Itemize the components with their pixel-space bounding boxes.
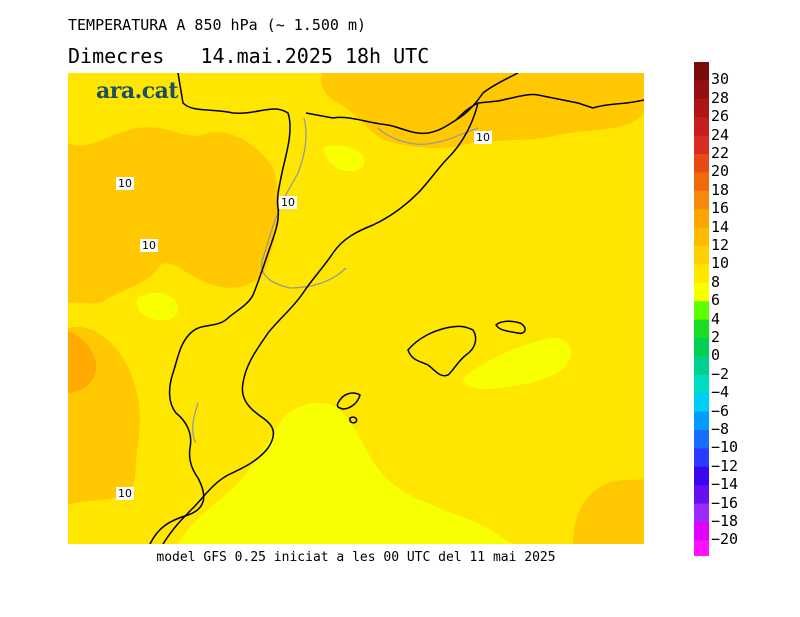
legend-swatch [694,466,709,486]
region-6-8-south [178,402,513,544]
legend-swatch [694,227,709,247]
legend-swatch [694,540,709,556]
legend-label: 28 [711,88,730,107]
region-6-8-east [323,145,365,172]
legend-swatch [694,62,709,81]
legend-label: 30 [711,70,730,89]
legend-swatch [694,411,709,431]
contour-label: 10 [140,239,158,252]
legend-swatch [694,522,709,541]
legend-label: 0 [711,346,721,365]
legend-swatch [694,190,709,210]
legend-label: 16 [711,199,730,218]
ara-cat-logo: ara.cat [96,78,179,104]
legend-label: −16 [711,493,739,512]
island-ibiza [336,392,361,410]
legend-swatch [694,80,709,100]
legend-swatch [694,301,709,321]
legend-swatch [694,393,709,413]
legend-label: −20 [711,530,739,549]
border-line-2 [377,127,479,145]
chart-title: TEMPERATURA A 850 hPa (~ 1.500 m) [68,16,367,34]
legend-label: 10 [711,254,730,273]
island-menorca [495,320,526,335]
legend-swatch [694,282,709,302]
legend-label: 6 [711,291,721,310]
legend-label: 8 [711,272,721,291]
legend-label: 12 [711,236,730,254]
region-10-12-southeast [573,479,644,544]
legend-label: −2 [711,364,730,383]
legend-swatch [694,448,709,468]
contour-label: 10 [279,196,297,209]
legend-label: 26 [711,107,730,126]
legend-swatch [694,154,709,173]
legend-swatch [694,430,709,449]
legend-label: −10 [711,438,739,457]
legend-label: −12 [711,456,739,475]
color-scale-legend [694,62,709,556]
legend-swatch [694,172,709,192]
island-formentera [349,416,358,424]
legend-swatch [694,98,709,118]
legend-label: −4 [711,383,730,402]
legend-swatch [694,356,709,376]
legend-label: 4 [711,309,721,328]
legend-label: 22 [711,144,730,162]
legend-swatch [694,374,709,394]
legend-label: 20 [711,162,730,181]
legend-label: −14 [711,475,739,494]
region-6-8-west [136,292,179,321]
region-6-8-balearic [463,338,572,390]
legend-swatch [694,319,709,339]
contour-label: 10 [116,487,134,500]
legend-swatch [694,209,709,229]
model-info: model GFS 0.25 iniciat a les 00 UTC del … [156,550,556,565]
legend-swatch [694,117,709,137]
contour-label: 10 [116,177,134,190]
temperature-map [68,73,644,544]
coastline-iberia [149,73,291,544]
legend-swatch [694,338,709,357]
legend-label: −6 [711,401,730,420]
region-10-12-west [68,127,279,304]
legend-swatch [694,246,709,265]
island-mallorca [407,325,477,377]
legend-label: 24 [711,125,730,144]
border-line [261,117,347,289]
contour-label: 10 [474,131,492,144]
legend-label: 2 [711,328,721,346]
legend-label: −18 [711,512,739,530]
coastline-catalonia [162,93,644,544]
legend-swatch [694,135,709,155]
legend-swatch [694,503,709,523]
legend-swatch [694,264,709,284]
forecast-date: Dimecres 14.mai.2025 18h UTC [68,44,430,68]
coastline-france [455,73,519,121]
legend-label: 14 [711,217,730,236]
legend-label: −8 [711,420,730,438]
border-line-3 [192,402,199,444]
legend-label: 18 [711,180,730,199]
region-12-14 [68,331,97,393]
legend-swatch [694,485,709,505]
